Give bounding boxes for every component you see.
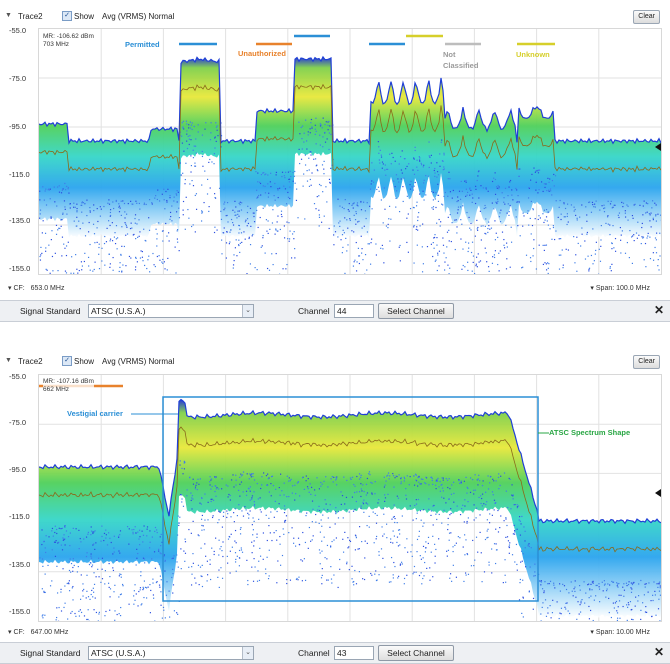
y-tick: -95.0 <box>9 465 26 474</box>
close-icon[interactable]: ✕ <box>652 645 666 659</box>
channel-input[interactable]: 44 <box>334 304 374 318</box>
close-icon[interactable]: ✕ <box>652 303 666 317</box>
y-tick: -115.0 <box>9 512 30 521</box>
y-tick: -55.0 <box>9 26 26 35</box>
y-tick: -55.0 <box>9 372 26 381</box>
marker-frequency: 703 MHz <box>43 41 94 49</box>
frequency-footer: ▾ CF: 653.0 MHz ▾ Span: 100.0 MHz <box>0 283 670 295</box>
spectrum-plot[interactable] <box>38 374 662 622</box>
y-tick: -75.0 <box>9 74 26 83</box>
cf-readout: ▾ CF: 653.0 MHz <box>8 284 64 292</box>
clear-button[interactable]: Clear <box>633 355 660 369</box>
marker-frequency: 662 MHz <box>43 386 94 394</box>
spectrum-panel-top: ▼ Trace2 ✓ Show Avg (VRMS) Normal Clear … <box>0 0 670 322</box>
marker-level: MR: -106.62 dBm <box>43 33 94 41</box>
collapse-triangle-icon[interactable]: ▼ <box>5 12 12 19</box>
legend-unauthorized: Unauthorized <box>238 49 286 58</box>
span-readout: ▾ Span: 10.00 MHz <box>590 628 650 636</box>
y-tick: -135.0 <box>9 560 30 569</box>
show-label: Show <box>74 357 94 366</box>
detection-mode-label: Avg (VRMS) Normal <box>102 357 174 366</box>
cf-label: CF: <box>13 285 24 292</box>
channel-controls: Signal Standard ATSC (U.S.A.) ⌄ Channel 4… <box>0 642 670 664</box>
show-checkbox[interactable]: ✓ <box>62 11 72 21</box>
y-tick: -75.0 <box>9 418 26 427</box>
y-tick: -155.0 <box>9 607 30 616</box>
marker-readout: MR: -106.62 dBm 703 MHz <box>43 33 94 49</box>
y-tick: -135.0 <box>9 216 30 225</box>
select-channel-button[interactable]: Select Channel <box>378 645 454 661</box>
span-value[interactable]: 100.0 MHz <box>616 285 650 292</box>
channel-input[interactable]: 43 <box>334 646 374 660</box>
span-readout: ▾ Span: 100.0 MHz <box>590 284 650 292</box>
channel-label: Channel <box>298 306 330 316</box>
y-tick: -115.0 <box>9 170 30 179</box>
signal-standard-label: Signal Standard <box>20 648 81 658</box>
legend-not-classified-2: Classified <box>443 61 478 70</box>
annotation-atsc-spectrum-shape: ATSC Spectrum Shape <box>549 428 630 437</box>
marker-level: MR: -107.16 dBm <box>43 378 94 386</box>
legend-not-classified: Not <box>443 50 456 59</box>
y-tick: -95.0 <box>9 122 26 131</box>
chevron-down-icon[interactable]: ⌄ <box>242 647 253 659</box>
legend-unknown: Unknown <box>516 50 550 59</box>
cf-value[interactable]: 647.00 MHz <box>31 629 69 636</box>
channel-controls: Signal Standard ATSC (U.S.A.) ⌄ Channel 4… <box>0 300 670 322</box>
trace-label: Trace2 <box>18 12 43 21</box>
show-checkbox[interactable]: ✓ <box>62 356 72 366</box>
signal-standard-select[interactable]: ATSC (U.S.A.) ⌄ <box>88 304 254 318</box>
spectrum-graph <box>39 29 661 274</box>
select-channel-button[interactable]: Select Channel <box>378 303 454 319</box>
show-label: Show <box>74 12 94 21</box>
marker-readout: MR: -107.16 dBm 662 MHz <box>43 378 94 394</box>
span-label: Span: <box>596 629 614 636</box>
y-tick: -155.0 <box>9 264 30 273</box>
channel-label: Channel <box>298 648 330 658</box>
spectrum-graph <box>39 375 661 621</box>
cf-label: CF: <box>13 629 24 636</box>
signal-standard-label: Signal Standard <box>20 306 81 316</box>
trace-label: Trace2 <box>18 357 43 366</box>
spectrum-panel-bottom: ▼ Trace2 ✓ Show Avg (VRMS) Normal Clear … <box>0 340 670 662</box>
clear-button[interactable]: Clear <box>633 10 660 24</box>
signal-standard-value: ATSC (U.S.A.) <box>91 306 146 316</box>
chevron-down-icon[interactable]: ⌄ <box>242 305 253 317</box>
legend-permitted: Permitted <box>125 40 160 49</box>
trace-toolbar: ▼ Trace2 ✓ Show Avg (VRMS) Normal Clear <box>0 9 670 25</box>
collapse-triangle-icon[interactable]: ▼ <box>5 357 12 364</box>
frequency-footer: ▾ CF: 647.00 MHz ▾ Span: 10.00 MHz <box>0 627 670 639</box>
spectrum-plot[interactable] <box>38 28 662 275</box>
cf-readout: ▾ CF: 647.00 MHz <box>8 628 68 636</box>
detection-mode-label: Avg (VRMS) Normal <box>102 12 174 21</box>
signal-standard-select[interactable]: ATSC (U.S.A.) ⌄ <box>88 646 254 660</box>
annotation-vestigial-carrier: Vestigial carrier <box>67 409 123 418</box>
channel-class-bars <box>179 36 555 44</box>
signal-standard-value: ATSC (U.S.A.) <box>91 648 146 658</box>
span-label: Span: <box>596 285 614 292</box>
span-value[interactable]: 10.00 MHz <box>616 629 650 636</box>
reference-marker-icon <box>655 489 661 497</box>
cf-value[interactable]: 653.0 MHz <box>31 285 65 292</box>
trace-toolbar: ▼ Trace2 ✓ Show Avg (VRMS) Normal Clear <box>0 354 670 370</box>
